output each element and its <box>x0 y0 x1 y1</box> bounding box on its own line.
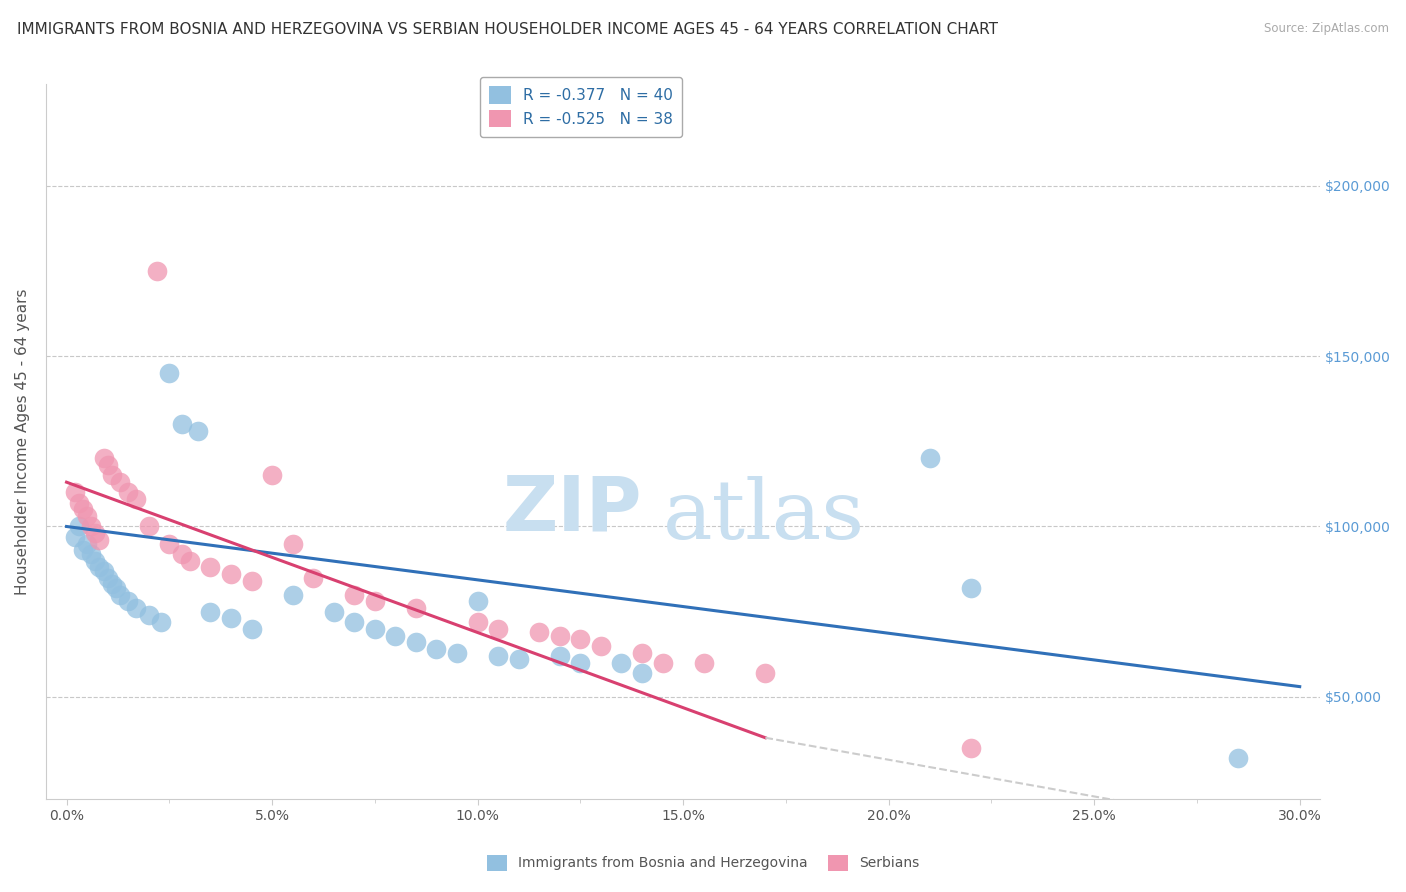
Point <box>157 366 180 380</box>
Point <box>67 495 90 509</box>
Point <box>589 639 612 653</box>
Point <box>170 547 193 561</box>
Point <box>240 622 263 636</box>
Point <box>281 588 304 602</box>
Point <box>100 577 122 591</box>
Point <box>631 646 654 660</box>
Point <box>200 560 222 574</box>
Point <box>80 547 103 561</box>
Point <box>108 475 131 490</box>
Point <box>302 571 325 585</box>
Point <box>89 533 111 548</box>
Text: Source: ZipAtlas.com: Source: ZipAtlas.com <box>1264 22 1389 36</box>
Point <box>125 601 148 615</box>
Point <box>63 530 86 544</box>
Point <box>754 665 776 680</box>
Point <box>569 656 592 670</box>
Point <box>157 536 180 550</box>
Point <box>610 656 633 670</box>
Point <box>219 611 242 625</box>
Point <box>104 581 127 595</box>
Point <box>67 519 90 533</box>
Point <box>72 543 94 558</box>
Point <box>63 485 86 500</box>
Legend: Immigrants from Bosnia and Herzegovina, Serbians: Immigrants from Bosnia and Herzegovina, … <box>481 849 925 876</box>
Text: ZIP: ZIP <box>502 473 643 547</box>
Text: IMMIGRANTS FROM BOSNIA AND HERZEGOVINA VS SERBIAN HOUSEHOLDER INCOME AGES 45 - 6: IMMIGRANTS FROM BOSNIA AND HERZEGOVINA V… <box>17 22 998 37</box>
Point <box>84 526 107 541</box>
Text: atlas: atlas <box>662 476 865 557</box>
Point <box>97 458 120 472</box>
Point <box>322 605 344 619</box>
Point <box>260 468 283 483</box>
Point <box>138 608 160 623</box>
Point <box>692 656 714 670</box>
Point <box>960 581 983 595</box>
Point <box>446 646 468 660</box>
Point <box>281 536 304 550</box>
Point <box>486 622 509 636</box>
Point <box>548 648 571 663</box>
Legend: R = -0.377   N = 40, R = -0.525   N = 38: R = -0.377 N = 40, R = -0.525 N = 38 <box>481 77 682 136</box>
Point <box>529 625 551 640</box>
Point <box>200 605 222 619</box>
Point <box>384 628 406 642</box>
Y-axis label: Householder Income Ages 45 - 64 years: Householder Income Ages 45 - 64 years <box>15 288 30 595</box>
Point <box>108 588 131 602</box>
Point <box>343 615 366 629</box>
Point <box>89 560 111 574</box>
Point <box>100 468 122 483</box>
Point <box>117 485 139 500</box>
Point <box>146 264 169 278</box>
Point <box>467 615 489 629</box>
Point <box>72 502 94 516</box>
Point <box>405 635 427 649</box>
Point <box>76 509 98 524</box>
Point <box>425 642 447 657</box>
Point <box>631 665 654 680</box>
Point <box>364 594 387 608</box>
Point <box>918 451 941 466</box>
Point <box>651 656 673 670</box>
Point <box>150 615 173 629</box>
Point <box>187 424 209 438</box>
Point <box>117 594 139 608</box>
Point <box>467 594 489 608</box>
Point <box>343 588 366 602</box>
Point <box>240 574 263 588</box>
Point <box>138 519 160 533</box>
Point <box>93 451 115 466</box>
Point <box>97 571 120 585</box>
Point <box>170 417 193 432</box>
Point <box>364 622 387 636</box>
Point <box>179 553 201 567</box>
Point <box>125 492 148 507</box>
Point <box>219 567 242 582</box>
Point <box>569 632 592 646</box>
Point <box>1227 751 1250 765</box>
Point <box>486 648 509 663</box>
Point <box>548 628 571 642</box>
Point <box>405 601 427 615</box>
Point <box>80 519 103 533</box>
Point <box>508 652 530 666</box>
Point <box>93 564 115 578</box>
Point <box>76 536 98 550</box>
Point <box>960 741 983 756</box>
Point <box>84 553 107 567</box>
